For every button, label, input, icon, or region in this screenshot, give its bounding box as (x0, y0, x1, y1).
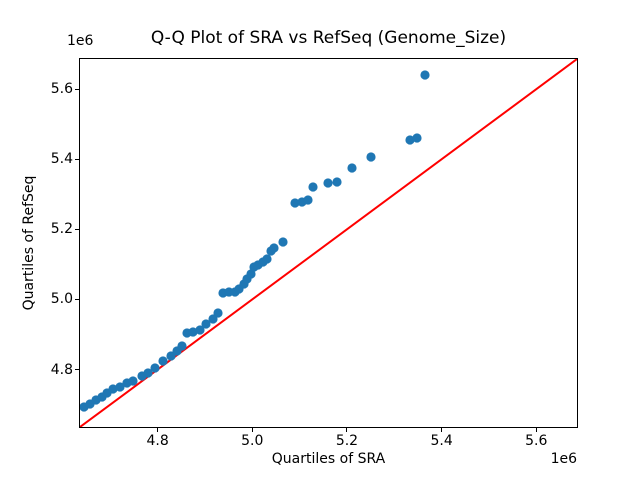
x-tick-mark (251, 428, 253, 432)
data-point (150, 363, 160, 373)
x-tick-label: 5.2 (335, 433, 359, 449)
x-axis-label: Quartiles of SRA (271, 451, 386, 467)
x-tick-label: 4.8 (146, 433, 169, 449)
data-point (246, 269, 256, 279)
x-tick-label: 5.4 (430, 433, 453, 449)
data-point (303, 195, 313, 205)
y-axis-label: Quartiles of RefSeq (21, 175, 37, 311)
y-tick-label: 5.6 (50, 81, 73, 98)
data-point (262, 254, 272, 264)
data-point (188, 327, 198, 337)
data-point (158, 356, 168, 366)
data-point (201, 319, 211, 329)
data-point (269, 243, 279, 253)
y-tick-label: 5.4 (50, 151, 73, 168)
x-tick-mark (346, 428, 348, 432)
data-point (420, 70, 430, 80)
data-point (290, 198, 300, 208)
chart-title: Q-Q Plot of SRA vs RefSeq (Genome_Size) (150, 28, 507, 48)
x-axis-offset-text: 1e6 (550, 451, 577, 467)
data-point (115, 382, 125, 392)
data-point (323, 178, 333, 188)
data-point (332, 177, 342, 187)
x-tick-label: 5.6 (525, 433, 548, 449)
data-point (308, 182, 318, 192)
identity-line (80, 59, 577, 427)
data-point (366, 152, 376, 162)
data-point (128, 376, 138, 386)
data-point (278, 237, 288, 247)
data-point (347, 163, 357, 173)
y-tick-label: 4.8 (50, 361, 73, 378)
data-point (108, 384, 118, 394)
data-point (143, 368, 153, 378)
x-tick-mark (441, 428, 443, 432)
data-point (412, 133, 422, 143)
x-tick-mark (535, 428, 537, 432)
plot-area (79, 58, 578, 428)
x-tick-label: 5.0 (241, 433, 264, 449)
y-axis-offset-text: 1e6 (67, 33, 94, 49)
data-point (195, 325, 205, 335)
data-point (177, 341, 187, 351)
x-tick-mark (157, 428, 159, 432)
data-point (213, 308, 223, 318)
plot-canvas (80, 59, 577, 427)
data-point (405, 135, 415, 145)
